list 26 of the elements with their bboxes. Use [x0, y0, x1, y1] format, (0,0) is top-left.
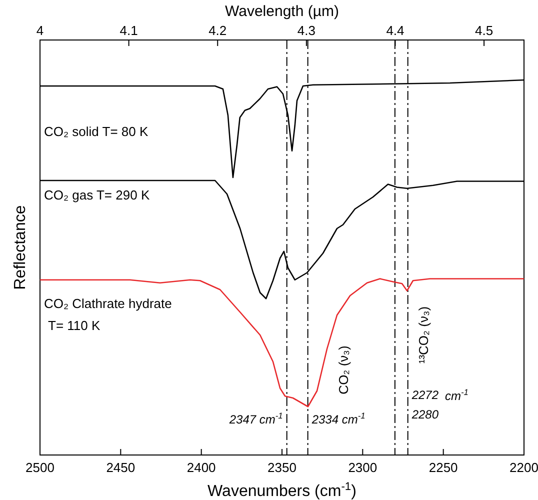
annotation: 2334 cm$^{-1}$: [310, 410, 366, 426]
x2-tick-label: 4: [36, 23, 44, 38]
x-axis-title: Wavenumbers (cm$^{-1}$): [208, 481, 356, 500]
x-tick-label: 2300: [348, 460, 378, 475]
annotation: ¹³CO₂ (ν₃): [416, 306, 432, 364]
x-tick-label: 2250: [428, 460, 458, 475]
annotation: 2280: [410, 408, 439, 422]
y-axis-title: Reflectance: [12, 205, 29, 290]
x-tick-label: 2200: [510, 460, 538, 475]
x2-tick-label: 4.3: [297, 23, 316, 38]
annotation: 2347 cm$^{-1}$: [228, 410, 283, 426]
x2-tick-label: 4.1: [120, 23, 138, 38]
x2-tick-label: 4.2: [208, 23, 227, 38]
x2-axis-title: Wavelength (µm): [225, 3, 339, 20]
text: CO₂ solid T= 80 K: [44, 124, 148, 139]
x2-tick-label: 4.5: [475, 23, 494, 38]
x-tick-label: 2400: [186, 460, 216, 475]
x-tick-label: 2500: [26, 460, 54, 475]
series-label: CO₂ Clathrate hydrate T= 110 K: [44, 296, 172, 333]
x-tick-label: 2350: [268, 460, 296, 475]
x2-tick-label: 4.4: [386, 23, 404, 38]
series-label: CO₂ gas T= 290 K: [44, 188, 150, 202]
annotation: 2272: [410, 388, 439, 402]
annotation: CO₂ (ν₃): [336, 346, 352, 394]
x-tick-label: 2450: [106, 460, 136, 475]
annotation: cm$^{-1}$: [445, 387, 468, 403]
